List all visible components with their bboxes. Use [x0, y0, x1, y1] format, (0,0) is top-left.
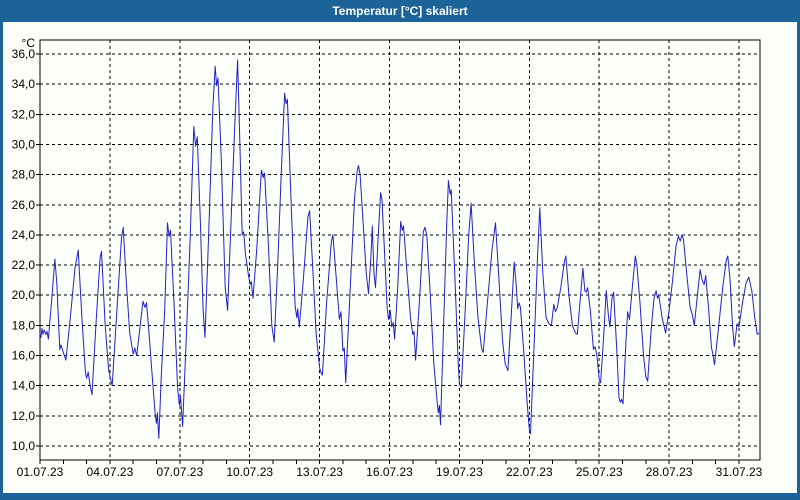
svg-text:13.07.23: 13.07.23: [296, 465, 343, 479]
svg-text:19.07.23: 19.07.23: [436, 465, 483, 479]
svg-text:01.07.23: 01.07.23: [17, 465, 64, 479]
svg-text:36,0: 36,0: [12, 47, 36, 61]
svg-text:31.07.23: 31.07.23: [716, 465, 763, 479]
temperature-chart: 36,0 34,0 32,0 30,0 28,0 26,0 24,0 22,0 20,0 18,0…: [12, 36, 763, 479]
svg-text:22,0: 22,0: [12, 258, 36, 272]
svg-text:10,0: 10,0: [12, 439, 36, 453]
svg-text:16.07.23: 16.07.23: [366, 465, 413, 479]
svg-text:34,0: 34,0: [12, 77, 36, 91]
plot-frame: [39, 39, 761, 461]
y-tick-labels: 36,0 34,0 32,0 30,0 28,0 26,0 24,0 22,0 20,0 18,0…: [12, 47, 36, 453]
svg-text:28,0: 28,0: [12, 168, 36, 182]
svg-text:07.07.23: 07.07.23: [156, 465, 203, 479]
svg-text:10.07.23: 10.07.23: [226, 465, 273, 479]
temperature-line: [39, 59, 760, 439]
svg-text:26,0: 26,0: [12, 198, 36, 212]
x-tick-labels: 01.07.23 04.07.23 07.07.23 10.07.23 13.07.23…: [17, 465, 763, 479]
svg-text:22.07.23: 22.07.23: [506, 465, 553, 479]
svg-text:20,0: 20,0: [12, 288, 36, 302]
svg-text:12,0: 12,0: [12, 409, 36, 423]
grid-lines: [40, 40, 760, 460]
svg-text:24,0: 24,0: [12, 228, 36, 242]
svg-text:16,0: 16,0: [12, 349, 36, 363]
svg-text:30,0: 30,0: [12, 137, 36, 151]
plot-area: [40, 40, 760, 460]
svg-text:04.07.23: 04.07.23: [87, 465, 134, 479]
chart-panel: 36,0 34,0 32,0 30,0 28,0 26,0 24,0 22,0 20,0 18,0…: [3, 22, 797, 493]
svg-text:32,0: 32,0: [12, 107, 36, 121]
svg-text:28.07.23: 28.07.23: [646, 465, 693, 479]
axis-ticks: [36, 53, 740, 464]
svg-text:18,0: 18,0: [12, 318, 36, 332]
y-axis-unit-label: °C: [22, 36, 36, 50]
chart-title: Temperatur [°C] skaliert: [332, 4, 468, 18]
svg-text:25.07.23: 25.07.23: [576, 465, 623, 479]
svg-text:14,0: 14,0: [12, 379, 36, 393]
title-bar: Temperatur [°C] skaliert: [0, 0, 800, 22]
